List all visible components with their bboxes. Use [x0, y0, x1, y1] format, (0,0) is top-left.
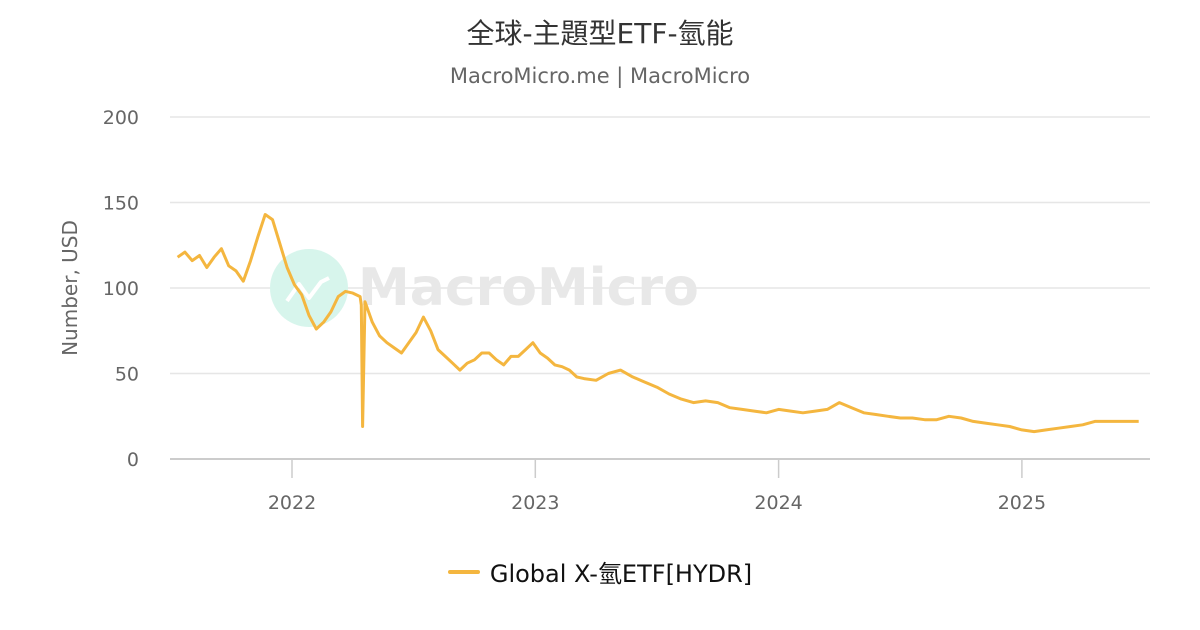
- y-tick-label: 0: [127, 449, 139, 471]
- x-tick-label: 2023: [511, 492, 559, 514]
- series-line-hydr[interactable]: [176, 213, 1139, 434]
- x-tick-label: 2025: [998, 492, 1046, 514]
- watermark-text: MacroMicro: [358, 258, 699, 318]
- chart-subtitle: MacroMicro.me | MacroMicro: [449, 64, 751, 88]
- watermark-chart-icon: [285, 276, 330, 303]
- y-tick-label: 100: [103, 278, 139, 300]
- y-tick-label: 200: [103, 107, 139, 129]
- y-tick-label: 150: [103, 193, 139, 215]
- chart-title: 全球-主題型ETF-氫能: [466, 17, 734, 50]
- gridlines: [170, 116, 1150, 460]
- legend-item-hydr[interactable]: Global X-氫ETF[HYDR]: [489, 560, 753, 588]
- watermark-logo-icon: [270, 249, 348, 327]
- legend-swatch: [447, 569, 480, 574]
- legend: Global X-氫ETF[HYDR]: [0, 554, 1200, 589]
- y-axis-ticks: 0 50 100 150 200: [103, 107, 139, 471]
- x-tick-label: 2024: [754, 492, 802, 514]
- x-axis-ticks: 2022 2023 2024 2025: [268, 460, 1046, 514]
- watermark: MacroMicro: [270, 249, 699, 327]
- y-tick-label: 50: [115, 364, 139, 386]
- x-tick-label: 2022: [268, 492, 316, 514]
